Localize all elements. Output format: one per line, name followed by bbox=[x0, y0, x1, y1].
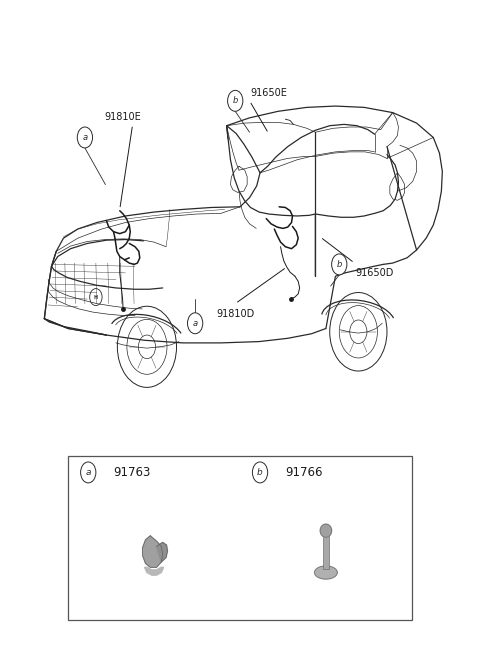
Text: a: a bbox=[85, 468, 91, 477]
Circle shape bbox=[332, 254, 347, 275]
Text: 91650E: 91650E bbox=[251, 88, 288, 98]
Polygon shape bbox=[320, 524, 332, 537]
Text: a: a bbox=[83, 133, 87, 142]
FancyBboxPatch shape bbox=[68, 456, 412, 620]
Text: 91763: 91763 bbox=[113, 466, 150, 479]
Text: a: a bbox=[192, 319, 198, 328]
Bar bbox=[323, 533, 329, 568]
Text: b: b bbox=[336, 260, 342, 269]
Polygon shape bbox=[314, 566, 337, 579]
Text: 91810E: 91810E bbox=[104, 112, 141, 122]
Circle shape bbox=[252, 462, 268, 483]
Text: b: b bbox=[257, 468, 263, 477]
Circle shape bbox=[77, 127, 93, 148]
Text: H: H bbox=[94, 294, 98, 300]
Text: 91810D: 91810D bbox=[216, 309, 254, 319]
Circle shape bbox=[188, 313, 203, 334]
Polygon shape bbox=[144, 567, 164, 575]
Text: 91766: 91766 bbox=[285, 466, 323, 479]
Circle shape bbox=[228, 91, 243, 111]
Text: 91650D: 91650D bbox=[356, 268, 394, 279]
Text: b: b bbox=[232, 97, 238, 105]
Polygon shape bbox=[143, 536, 163, 567]
Circle shape bbox=[81, 462, 96, 483]
Polygon shape bbox=[156, 543, 168, 562]
